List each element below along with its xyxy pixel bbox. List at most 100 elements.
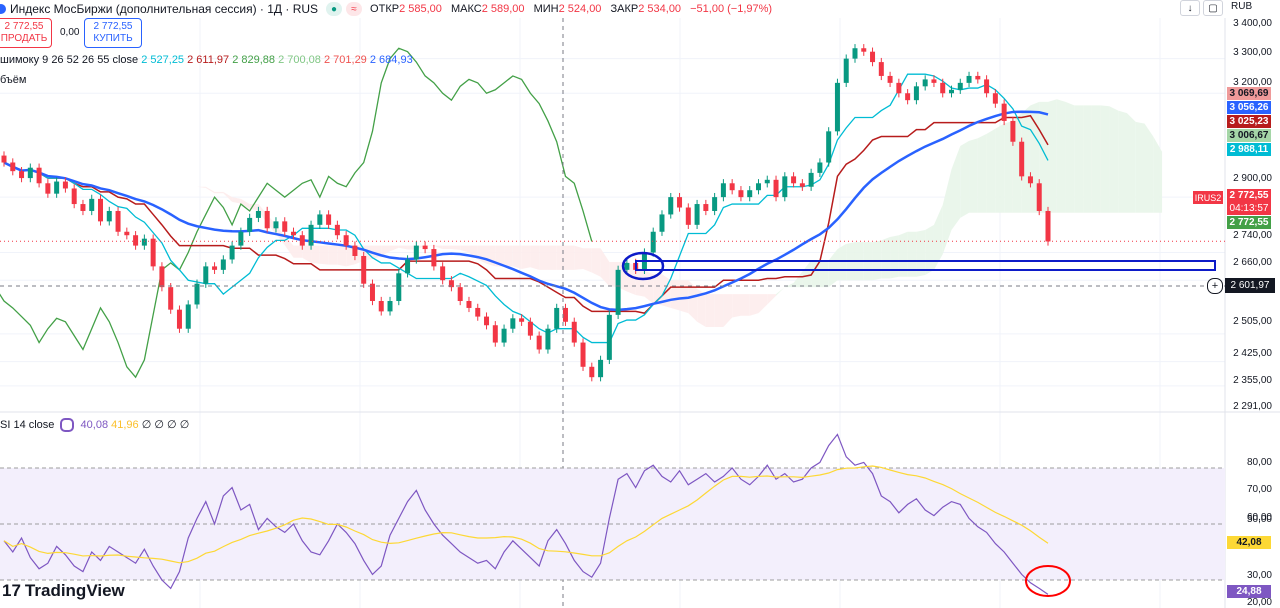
candle-body	[1, 155, 7, 163]
ichimoku-cloud-segment	[1065, 101, 1075, 213]
ichimoku-cloud-segment	[960, 140, 970, 218]
rsi-settings-icon[interactable]	[60, 418, 75, 433]
candle-body	[1027, 176, 1033, 184]
last-price: 2 772,55	[1229, 190, 1269, 201]
candle-body	[861, 48, 867, 52]
chikou-span-line	[0, 47, 593, 379]
add-alert-icon[interactable]: +	[1207, 278, 1223, 294]
session-icon[interactable]: ≈	[346, 2, 363, 16]
volume-legend[interactable]: бъём	[0, 74, 27, 86]
rsi-legend[interactable]: SI 14 close 40,08 41,96 ∅ ∅ ∅ ∅	[0, 418, 190, 433]
candle-body	[89, 198, 95, 211]
buy-button[interactable]: 2 772,55 КУПИТЬ	[84, 18, 142, 48]
tradingview-mark-icon: 17	[2, 581, 21, 600]
ichimoku-cloud-segment	[995, 123, 1005, 213]
candle-body	[527, 321, 533, 336]
candle-body	[273, 221, 279, 229]
candle-body	[852, 48, 858, 59]
tenkan-sen-line	[3, 73, 1049, 344]
ichimoku-label: шимоку 9 26 52 26 55 close	[0, 54, 139, 66]
ichimoku-cloud-segment	[837, 243, 847, 281]
candle-body	[1010, 120, 1016, 142]
candle-body	[282, 221, 288, 232]
candle-body	[984, 79, 990, 94]
ichimoku-cloud-segment	[240, 198, 250, 209]
ichimoku-cloud-segment	[1109, 106, 1119, 213]
candle-body	[975, 75, 981, 80]
candle-body	[238, 231, 244, 246]
candle-body	[562, 307, 568, 322]
symbol-title[interactable]: Индекс МосБиржи (дополнительная сессия) …	[10, 2, 319, 16]
candle-body	[782, 176, 788, 198]
candle-body	[62, 181, 68, 189]
ichimoku-cloud-segment	[697, 288, 706, 327]
rsi-empty-4: ∅	[179, 419, 190, 431]
candle-body	[343, 235, 349, 246]
candle-body	[624, 262, 630, 270]
candle-body	[150, 238, 156, 267]
ichimoku-cloud-segment	[767, 294, 777, 305]
ichimoku-cloud-segment	[776, 287, 785, 296]
price-tick: 3 200,00	[1233, 77, 1272, 88]
fullscreen-icon[interactable]: ▢	[1203, 0, 1223, 16]
sell-button[interactable]: 2 772,55 ПРОДАТЬ	[0, 18, 52, 48]
ichimoku-cloud-segment	[1135, 121, 1145, 213]
ichimoku-cloud-segment	[890, 235, 899, 279]
candle-body	[378, 301, 384, 312]
kijun-sen-line	[3, 114, 1049, 314]
ichimoku-cloud-segment	[1048, 99, 1057, 213]
download-icon[interactable]: ↓	[1180, 0, 1200, 16]
candle-body	[1045, 210, 1051, 242]
currency-label[interactable]: RUB	[1231, 1, 1253, 12]
ichimoku-cloud-segment	[328, 245, 338, 265]
low-label: МИН	[533, 3, 559, 15]
tradingview-logo[interactable]: 17 TradingView	[2, 581, 125, 601]
ichimoku-cloud-segment	[1144, 123, 1154, 213]
exchange-flag-icon	[0, 4, 6, 14]
ichimoku-cloud-segment	[942, 169, 952, 255]
ichimoku-cloud-segment	[977, 133, 987, 213]
ohlc-values: ОТКР2 585,00 МАКС2 589,00 МИН2 524,00 ЗА…	[370, 3, 778, 15]
market-status-icon[interactable]: ●	[326, 2, 343, 16]
ichimoku-cloud-segment	[381, 245, 391, 257]
candle-body	[685, 207, 691, 225]
change-value: −51,00 (−1,97%)	[690, 3, 773, 15]
ichimoku-cloud-segment	[925, 224, 934, 276]
candle-body	[45, 183, 51, 194]
candle-body	[440, 266, 446, 281]
ichimoku-cloud-segment	[1056, 99, 1066, 213]
last-price-tag: 2 772,55 04:13:57	[1227, 189, 1271, 215]
chikou-price-tag: 2 772,55	[1227, 216, 1271, 229]
candle-body	[905, 93, 911, 101]
rsi-empty-3: ∅	[167, 419, 177, 431]
ichimoku-cloud-segment	[398, 245, 408, 250]
rsi-empty-2: ∅	[154, 419, 164, 431]
candle-body	[98, 198, 104, 222]
ichimoku-cloud-segment	[1083, 105, 1092, 213]
candle-body	[606, 314, 612, 360]
candle-body	[764, 179, 770, 184]
low-value: 2 524,00	[558, 3, 602, 15]
crosshair-price-tag: 2 601,97	[1225, 278, 1275, 293]
candle-body	[870, 51, 876, 63]
oversold-circle-annotation	[1025, 565, 1071, 597]
ichimoku-legend[interactable]: шимоку 9 26 52 26 55 close 2 527,25 2 61…	[0, 54, 413, 66]
candle-body	[501, 328, 507, 343]
candle-body	[834, 82, 840, 132]
ichimoku-cloud-segment	[547, 245, 557, 270]
candle-body	[466, 301, 472, 308]
ichimoku-cloud-segment	[118, 162, 127, 167]
candle-body	[887, 75, 893, 83]
ichimoku-cloud-segment	[188, 183, 198, 187]
candle-body	[326, 214, 332, 225]
ichimoku-cloud-segment	[1153, 136, 1163, 213]
ichimoku-cloud-segment	[705, 294, 715, 327]
ichimoku-cloud-segment	[390, 245, 399, 252]
candle-body	[1019, 141, 1025, 177]
open-label: ОТКР	[370, 3, 400, 15]
ichimoku-cloud-segment	[144, 170, 154, 173]
ichimoku-spanB-value: 2 701,29	[323, 54, 367, 66]
ichimoku-cloud-segment	[495, 245, 505, 267]
